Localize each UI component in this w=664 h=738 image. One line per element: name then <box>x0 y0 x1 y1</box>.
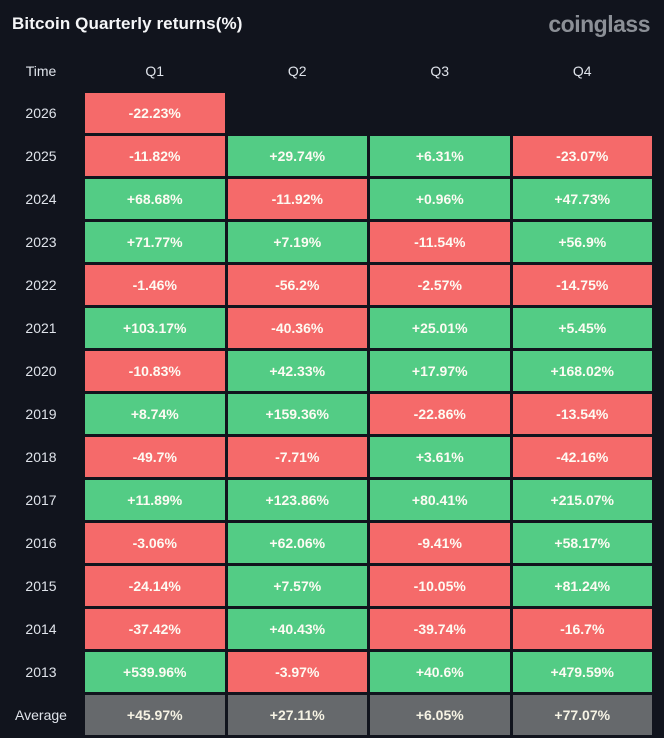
return-cell-2014-q4: -16.7% <box>512 609 652 649</box>
return-cell-2022-q1: -1.46% <box>85 265 225 305</box>
return-cell-average-q4: +77.07% <box>512 695 652 735</box>
return-cell-2024-q4: +47.73% <box>512 179 652 219</box>
row-label-2024: 2024 <box>25 191 57 207</box>
row-label-2019: 2019 <box>25 406 57 422</box>
returns-table: 2026 -22.23% 2025 -11.82% +29.74% +6.31% -23.0… <box>0 93 664 735</box>
row-label-2026: 2026 <box>25 105 57 121</box>
return-cell-2022-q3: -2.57% <box>370 265 510 305</box>
return-cell-2020-q1: -10.83% <box>85 351 225 391</box>
return-cell-2025-q3: +6.31% <box>370 136 510 176</box>
column-header-time: Time <box>25 62 57 79</box>
return-cell-2015-q2: +7.57% <box>227 566 367 606</box>
return-cell-2022-q2: -56.2% <box>227 265 367 305</box>
coinglass-logo[interactable]: coinglass <box>548 10 650 37</box>
return-cell-2021-q4: +5.45% <box>512 308 652 348</box>
return-cell-2019-q3: -22.86% <box>370 394 510 434</box>
return-cell-2020-q4: +168.02% <box>512 351 652 391</box>
return-cell-average-q3: +6.05% <box>370 695 510 735</box>
return-cell-2023-q3: -11.54% <box>370 222 510 262</box>
return-cell-2019-q1: +8.74% <box>85 394 225 434</box>
return-cell-2017-q3: +80.41% <box>370 480 510 520</box>
return-cell-2014-q2: +40.43% <box>227 609 367 649</box>
return-cell-2016-q4: +58.17% <box>512 523 652 563</box>
row-label-average: Average <box>15 707 67 723</box>
return-cell-2013-q3: +40.6% <box>370 652 510 692</box>
column-header-q1: Q1 <box>145 62 165 79</box>
return-cell-2023-q2: +7.19% <box>227 222 367 262</box>
return-cell-2013-q4: +479.59% <box>512 652 652 692</box>
return-cell-2016-q3: -9.41% <box>370 523 510 563</box>
return-cell-2019-q2: +159.36% <box>227 394 367 434</box>
row-label-2013: 2013 <box>25 664 57 680</box>
return-cell-2018-q2: -7.71% <box>227 437 367 477</box>
return-cell-2017-q2: +123.86% <box>227 480 367 520</box>
return-cell-2021-q3: +25.01% <box>370 308 510 348</box>
header-bar: Bitcoin Quarterly returns(%) coinglass <box>0 0 664 48</box>
return-cell-2025-q1: -11.82% <box>85 136 225 176</box>
return-cell-2015-q4: +81.24% <box>512 566 652 606</box>
row-label-2023: 2023 <box>25 234 57 250</box>
return-cell-2017-q4: +215.07% <box>512 480 652 520</box>
column-headers: Time Q1 Q2 Q3 Q4 <box>0 48 664 93</box>
return-cell-2026-q4 <box>513 93 653 133</box>
return-cell-2013-q1: +539.96% <box>85 652 225 692</box>
return-cell-2020-q3: +17.97% <box>370 351 510 391</box>
return-cell-2015-q1: -24.14% <box>85 566 225 606</box>
return-cell-2021-q1: +103.17% <box>85 308 225 348</box>
row-label-2015: 2015 <box>25 578 57 594</box>
return-cell-average-q2: +27.11% <box>227 695 367 735</box>
return-cell-2017-q1: +11.89% <box>85 480 225 520</box>
return-cell-2024-q3: +0.96% <box>370 179 510 219</box>
return-cell-2024-q2: -11.92% <box>227 179 367 219</box>
row-label-2025: 2025 <box>25 148 57 164</box>
return-cell-2021-q2: -40.36% <box>227 308 367 348</box>
column-header-q4: Q4 <box>572 62 592 79</box>
return-cell-2014-q1: -37.42% <box>85 609 225 649</box>
return-cell-2014-q3: -39.74% <box>370 609 510 649</box>
return-cell-2026-q1: -22.23% <box>85 93 225 133</box>
return-cell-2025-q4: -23.07% <box>512 136 652 176</box>
row-label-2020: 2020 <box>25 363 57 379</box>
row-label-2014: 2014 <box>25 621 57 637</box>
row-label-2016: 2016 <box>25 535 57 551</box>
return-cell-2018-q4: -42.16% <box>512 437 652 477</box>
return-cell-2013-q2: -3.97% <box>227 652 367 692</box>
return-cell-2023-q4: +56.9% <box>512 222 652 262</box>
row-label-2017: 2017 <box>25 492 57 508</box>
return-cell-2018-q3: +3.61% <box>370 437 510 477</box>
return-cell-average-q1: +45.97% <box>85 695 225 735</box>
column-header-q2: Q2 <box>287 62 307 79</box>
return-cell-2024-q1: +68.68% <box>85 179 225 219</box>
return-cell-2019-q4: -13.54% <box>512 394 652 434</box>
return-cell-2022-q4: -14.75% <box>512 265 652 305</box>
return-cell-2016-q1: -3.06% <box>85 523 225 563</box>
return-cell-2026-q2 <box>228 93 368 133</box>
column-header-q3: Q3 <box>430 62 450 79</box>
return-cell-2023-q1: +71.77% <box>85 222 225 262</box>
return-cell-2025-q2: +29.74% <box>227 136 367 176</box>
row-label-2021: 2021 <box>25 320 57 336</box>
return-cell-2018-q1: -49.7% <box>85 437 225 477</box>
row-label-2018: 2018 <box>25 449 57 465</box>
return-cell-2016-q2: +62.06% <box>227 523 367 563</box>
return-cell-2020-q2: +42.33% <box>227 351 367 391</box>
page-title: Bitcoin Quarterly returns(%) <box>12 14 243 33</box>
return-cell-2015-q3: -10.05% <box>370 566 510 606</box>
return-cell-2026-q3 <box>370 93 510 133</box>
row-label-2022: 2022 <box>25 277 57 293</box>
